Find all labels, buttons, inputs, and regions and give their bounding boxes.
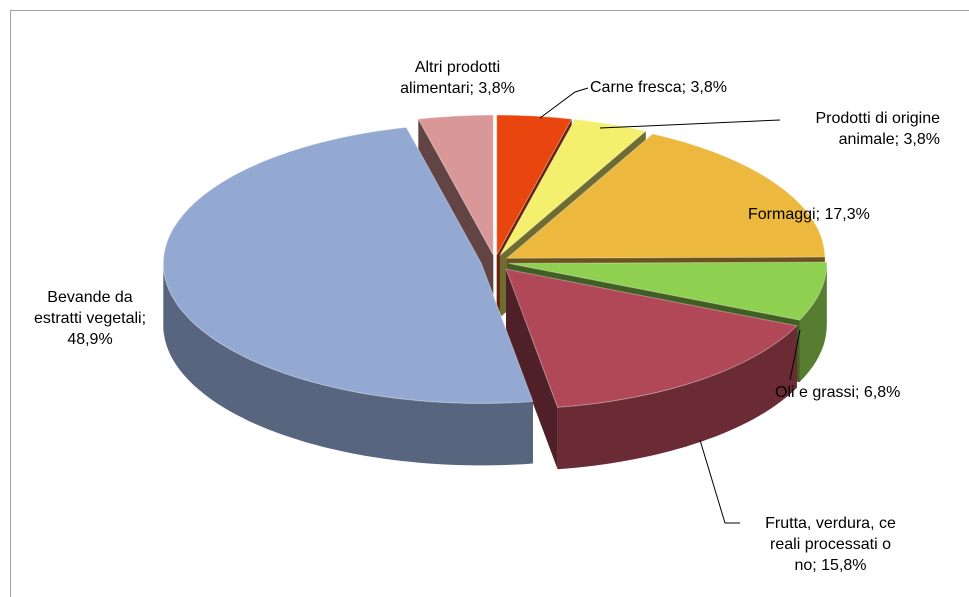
slice (505, 133, 826, 259)
data-label: Carne fresca; 3,8% (590, 79, 727, 96)
data-label: Prodotti di origine animale; 3,8% (815, 110, 940, 148)
chart-frame (10, 10, 969, 597)
slice-side (163, 263, 533, 466)
leader-line (599, 119, 781, 129)
data-label: Altri prodotti alimentari; 3,8% (400, 59, 515, 97)
slice-side (799, 263, 827, 383)
leader-line (539, 87, 589, 119)
pie-tops (162, 114, 828, 408)
slice (496, 114, 573, 256)
slice-wall (506, 269, 558, 470)
slice (499, 118, 647, 256)
slice (508, 261, 828, 321)
slice (162, 126, 534, 404)
data-label: Bevande da estratti vegetali; 48,9% (33, 289, 147, 348)
slice (417, 114, 494, 256)
slice-side (557, 325, 797, 470)
leader-line (699, 439, 740, 524)
data-label: Formaggi; 17,3% (748, 206, 870, 223)
data-label: Oli e grassi; 6,8% (775, 384, 901, 401)
leader-line (789, 329, 801, 381)
data-label: Frutta, verdura, ce reali processati o n… (765, 515, 896, 574)
slice (505, 268, 798, 408)
